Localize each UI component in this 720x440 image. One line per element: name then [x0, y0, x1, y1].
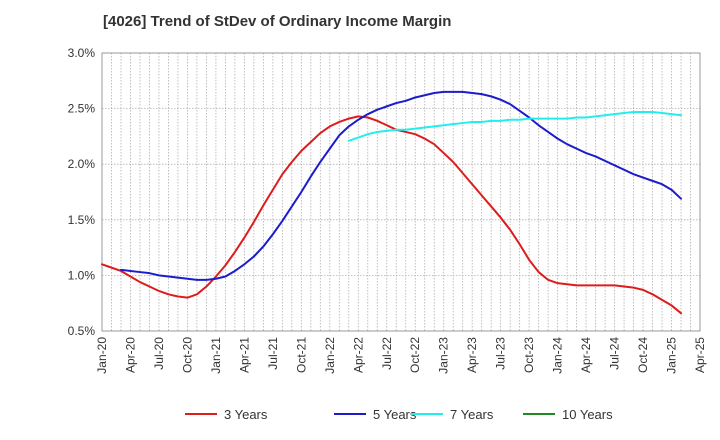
x-tick-label: Apr-23 — [465, 337, 479, 373]
x-tick-label: Apr-20 — [123, 337, 137, 373]
x-axis: Jan-20 Apr-20 Jul-20 Oct-20 Jan-21 Apr-21 Jul-… — [95, 337, 707, 374]
x-tick-label: Jul-24 — [608, 337, 622, 370]
x-tick-label: Jan-24 — [551, 337, 565, 374]
grid — [102, 53, 700, 331]
legend-label: 5 Years — [373, 407, 417, 422]
x-tick-label: Jul-21 — [266, 337, 280, 370]
y-tick-label: 2.0% — [68, 157, 96, 171]
x-tick-label: Jan-25 — [665, 337, 679, 374]
plot-frame — [101, 52, 701, 332]
x-tick-label: Oct-24 — [636, 337, 650, 373]
x-tick-label: Jan-20 — [95, 337, 109, 374]
y-tick-label: 1.5% — [68, 213, 96, 227]
x-tick-label: Jul-22 — [380, 337, 394, 370]
legend: 3 Years 5 Years 7 Years 10 Years — [185, 407, 613, 422]
series-lines — [101, 90, 683, 315]
x-tick-label: Oct-20 — [180, 337, 194, 373]
legend-label: 7 Years — [450, 407, 494, 422]
series-line-3-years — [101, 115, 683, 315]
x-tick-label: Oct-22 — [408, 337, 422, 373]
x-tick-label: Oct-23 — [522, 337, 536, 373]
y-tick-label: 1.0% — [68, 268, 96, 282]
series-line-7-years — [347, 110, 683, 142]
series-line-5-years — [119, 90, 683, 281]
y-axis: 0.5% 1.0% 1.5% 2.0% 2.5% 3.0% — [68, 46, 96, 338]
x-tick-label: Apr-25 — [693, 337, 707, 373]
x-tick-label: Jan-21 — [209, 337, 223, 374]
x-tick-label: Jan-23 — [437, 337, 451, 374]
y-tick-label: 3.0% — [68, 46, 96, 60]
legend-label: 3 Years — [224, 407, 268, 422]
x-tick-label: Apr-22 — [351, 337, 365, 373]
x-tick-label: Apr-21 — [237, 337, 251, 373]
y-tick-label: 0.5% — [68, 324, 96, 338]
x-tick-label: Jul-20 — [152, 337, 166, 370]
y-tick-label: 2.5% — [68, 102, 96, 116]
x-tick-label: Jul-23 — [494, 337, 508, 370]
legend-label: 10 Years — [562, 407, 613, 422]
chart-title: [4026] Trend of StDev of Ordinary Income… — [103, 13, 452, 30]
x-tick-label: Apr-24 — [579, 337, 593, 373]
x-tick-label: Oct-21 — [294, 337, 308, 373]
x-tick-label: Jan-22 — [323, 337, 337, 374]
